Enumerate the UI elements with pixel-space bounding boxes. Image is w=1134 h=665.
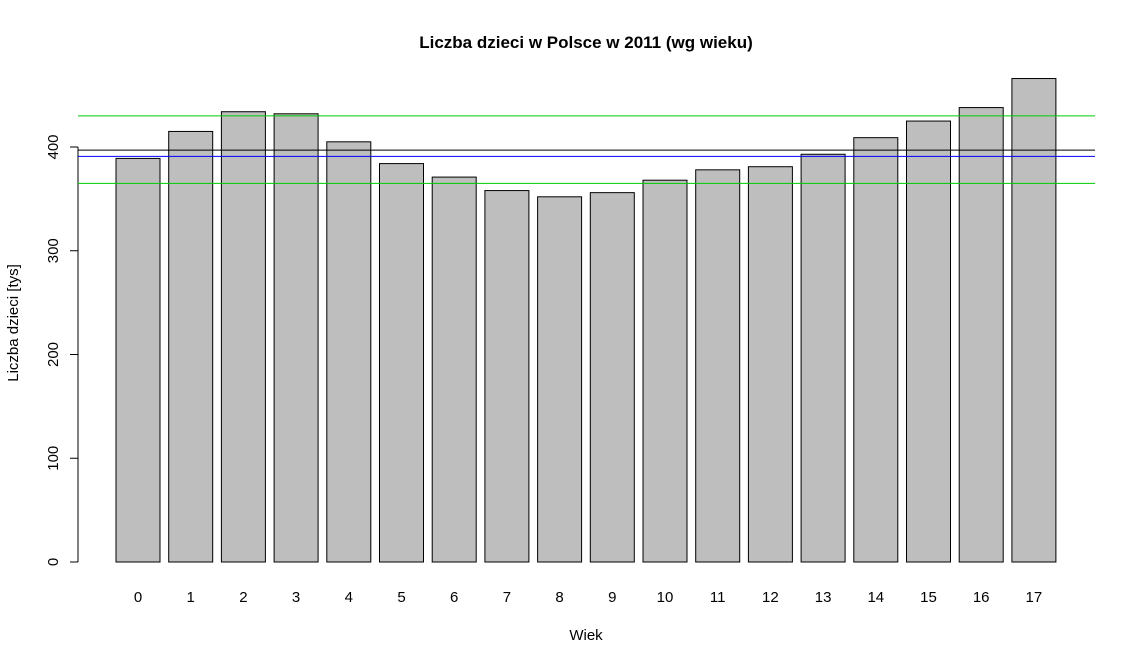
x-tick-label: 10 (657, 589, 674, 606)
x-tick-labels-group: 0 1 2 3 4 5 6 7 8 9 10 11 12 13 14 15 16 17 (134, 589, 1042, 606)
bars-group (115, 78, 1057, 563)
x-tick-label: 3 (292, 589, 300, 606)
y-tick-label: 0 (45, 558, 62, 566)
y-tick-label: 100 (45, 446, 62, 471)
y-tick-label: 300 (45, 238, 62, 263)
bar-age-11 (695, 169, 741, 563)
x-tick-label: 11 (710, 589, 726, 606)
reference-lines-group (78, 115, 1095, 184)
bar-age-17 (1011, 78, 1057, 563)
x-tick-label: 8 (555, 589, 563, 606)
y-axis: 0 100 200 300 400 (45, 134, 79, 566)
bar-age-16 (958, 107, 1004, 563)
x-tick-label: 4 (345, 589, 353, 606)
x-tick-label: 1 (187, 589, 195, 606)
bar-age-15 (906, 120, 951, 563)
x-tick-label: 7 (503, 589, 511, 606)
y-tick-label: 200 (45, 342, 62, 367)
bar-age-13 (800, 153, 846, 563)
x-tick-label: 9 (608, 589, 616, 606)
chart-title: Liczba dzieci w Polsce w 2011 (wg wieku) (419, 33, 753, 52)
bar-age-6 (431, 176, 477, 563)
bar-age-8 (537, 196, 583, 563)
x-tick-label: 12 (762, 589, 779, 606)
bar-age-2 (220, 111, 266, 563)
bar-age-9 (589, 192, 635, 563)
bar-age-0 (115, 157, 161, 563)
x-tick-label: 17 (1026, 589, 1043, 606)
bar-age-12 (747, 166, 793, 563)
x-axis-label: Wiek (569, 627, 603, 644)
x-tick-label: 2 (239, 589, 247, 606)
bar-age-7 (484, 190, 530, 563)
bar-age-4 (326, 141, 372, 563)
x-tick-label: 16 (973, 589, 990, 606)
bar-age-1 (168, 130, 214, 563)
x-tick-label: 0 (134, 589, 142, 606)
x-tick-label: 14 (867, 589, 884, 606)
x-tick-label: 15 (920, 589, 937, 606)
x-tick-label: 5 (397, 589, 405, 606)
bar-age-10 (642, 179, 688, 563)
bar-age-5 (379, 163, 424, 563)
x-tick-label: 6 (450, 589, 458, 606)
x-tick-label: 13 (815, 589, 832, 606)
y-tick-label: 400 (45, 134, 62, 159)
bar-age-3 (273, 113, 319, 563)
y-axis-label: Liczba dzieci [tys] (5, 264, 22, 382)
bar-age-14 (853, 137, 899, 563)
